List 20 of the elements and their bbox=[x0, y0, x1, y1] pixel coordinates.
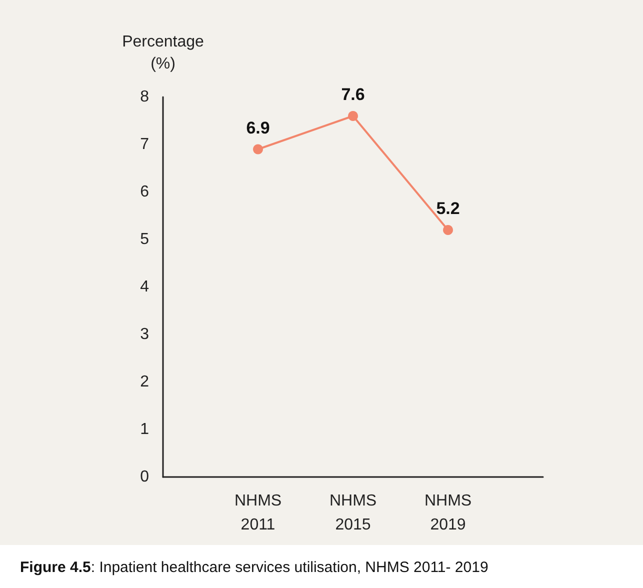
y-tick-label: 0 bbox=[140, 468, 150, 486]
y-tick-label: 8 bbox=[140, 88, 150, 106]
point bbox=[443, 225, 453, 235]
x-tick-label: NHMS 2019 bbox=[424, 492, 472, 534]
y-tick-label: 3 bbox=[140, 326, 150, 343]
data-label: 7.6 bbox=[341, 85, 365, 104]
y-tick-label: 2 bbox=[140, 374, 150, 390]
data-label: 6.9 bbox=[246, 118, 270, 138]
y-tick-label: 6 bbox=[140, 184, 150, 200]
x-tick-label: NHMS 2011 bbox=[234, 492, 282, 534]
point bbox=[253, 144, 263, 154]
point bbox=[348, 111, 358, 121]
y-tick-label: 7 bbox=[140, 136, 150, 153]
y-tick-label: 4 bbox=[140, 278, 150, 296]
data-label: 5.2 bbox=[436, 199, 460, 218]
caption: Figure 4.5: Inpatient healthcare services utilisation, NHMS 2011- 2019 bbox=[20, 559, 488, 576]
y-tick-label: 1 bbox=[140, 421, 150, 438]
x-tick-label: NHMS 2015 bbox=[329, 492, 377, 534]
y-tick-label: 5 bbox=[140, 231, 150, 248]
y-axis-title: Percentage (%) bbox=[122, 34, 204, 72]
